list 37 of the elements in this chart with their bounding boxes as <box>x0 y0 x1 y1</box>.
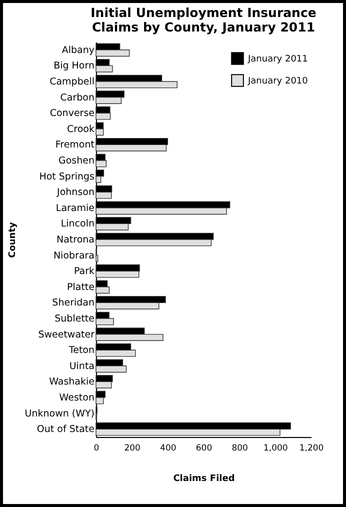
y-tick-label: Campbell <box>50 76 94 88</box>
y-tick-label: Big Horn <box>54 60 94 72</box>
y-tick-label: Sweetwater <box>38 329 95 340</box>
y-tick-label: Weston <box>59 392 94 404</box>
x-tick-label: 0 <box>94 444 100 454</box>
y-tick-label: Niobrara <box>53 250 94 262</box>
y-tick-label: Fremont <box>55 140 95 151</box>
y-tick-label: Sheridan <box>52 298 94 309</box>
y-tick-label: Unknown (WY) <box>24 408 94 420</box>
y-tick-label: Laramie <box>56 202 95 214</box>
y-tick-label: Park <box>74 266 95 278</box>
y-tick-label: Hot Springs <box>39 171 95 182</box>
y-tick-label: Washakie <box>49 376 95 388</box>
y-tick-label: Platte <box>67 282 95 293</box>
y-tick-label: Natrona <box>56 234 94 246</box>
y-tick-label: Johnson <box>56 187 94 198</box>
y-tick-label: Teton <box>68 345 94 356</box>
y-tick-label: Carbon <box>60 92 94 104</box>
y-tick-label: Out of State <box>36 424 95 436</box>
y-tick-label: Albany <box>62 44 95 56</box>
legend-label: January 2010 <box>247 76 308 86</box>
x-tick-label: 1,000 <box>263 444 288 454</box>
y-tick-label: Uinta <box>69 360 94 372</box>
chart-title: Initial Unemployment Insurance Claims by County, January 2011 <box>90 5 316 34</box>
x-tick-label: 1,200 <box>299 444 324 454</box>
legend-label: January 2011 <box>247 54 308 64</box>
x-tick-label: 400 <box>160 444 176 454</box>
y-tick-label: Sublette <box>54 314 95 324</box>
y-tick-label: Lincoln <box>60 218 94 230</box>
y-tick-label: Goshen <box>58 156 94 166</box>
x-axis-title: Claims Filed <box>173 474 235 484</box>
y-axis-title: County <box>8 222 18 258</box>
y-tick-label: Converse <box>50 108 95 120</box>
x-tick-label: 200 <box>124 444 140 454</box>
y-tick-label: Crook <box>67 124 95 135</box>
x-tick-label: 600 <box>196 444 212 454</box>
x-tick-label: 800 <box>232 444 248 454</box>
